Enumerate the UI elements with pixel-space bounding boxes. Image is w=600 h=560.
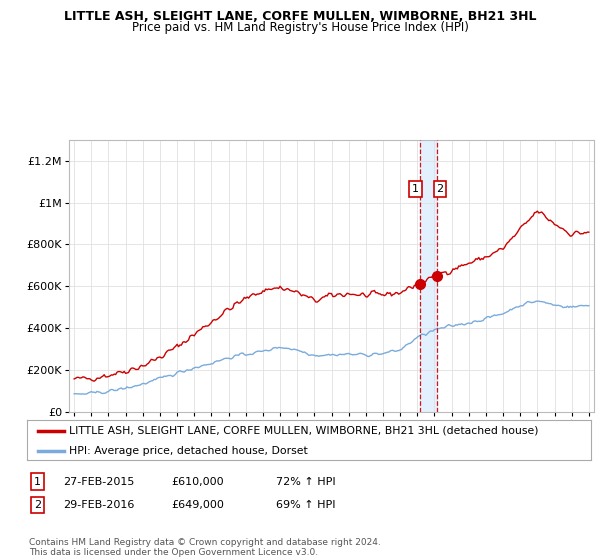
Text: 2: 2 xyxy=(34,500,41,510)
Text: Price paid vs. HM Land Registry's House Price Index (HPI): Price paid vs. HM Land Registry's House … xyxy=(131,21,469,34)
Text: £610,000: £610,000 xyxy=(171,477,224,487)
Text: 69% ↑ HPI: 69% ↑ HPI xyxy=(276,500,335,510)
Text: HPI: Average price, detached house, Dorset: HPI: Average price, detached house, Dors… xyxy=(70,446,308,456)
Text: LITTLE ASH, SLEIGHT LANE, CORFE MULLEN, WIMBORNE, BH21 3HL: LITTLE ASH, SLEIGHT LANE, CORFE MULLEN, … xyxy=(64,10,536,23)
Text: 2: 2 xyxy=(436,184,443,194)
Text: £649,000: £649,000 xyxy=(171,500,224,510)
Text: 27-FEB-2015: 27-FEB-2015 xyxy=(63,477,134,487)
Text: 1: 1 xyxy=(412,184,419,194)
Text: LITTLE ASH, SLEIGHT LANE, CORFE MULLEN, WIMBORNE, BH21 3HL (detached house): LITTLE ASH, SLEIGHT LANE, CORFE MULLEN, … xyxy=(70,426,539,436)
Bar xyxy=(420,140,437,412)
Text: Contains HM Land Registry data © Crown copyright and database right 2024.
This d: Contains HM Land Registry data © Crown c… xyxy=(29,538,380,557)
Text: 1: 1 xyxy=(34,477,41,487)
Text: 29-FEB-2016: 29-FEB-2016 xyxy=(63,500,134,510)
Text: 72% ↑ HPI: 72% ↑ HPI xyxy=(276,477,335,487)
